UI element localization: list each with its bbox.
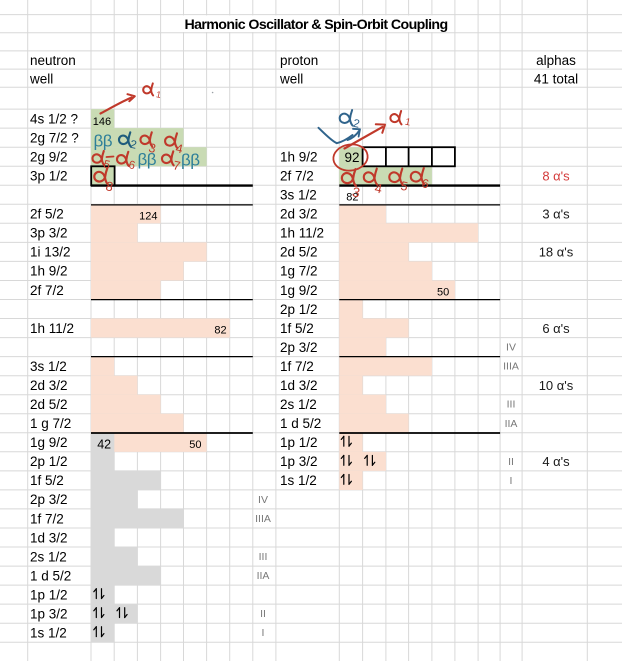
svg-text:1g 9/2: 1g 9/2 bbox=[280, 283, 318, 298]
svg-text:I: I bbox=[262, 627, 265, 639]
svg-text:2p 3/2: 2p 3/2 bbox=[30, 492, 68, 507]
svg-text:IIA: IIA bbox=[505, 418, 518, 430]
svg-text:1f 7/2: 1f 7/2 bbox=[30, 511, 64, 526]
svg-text:3p 3/2: 3p 3/2 bbox=[30, 226, 68, 241]
svg-text:1f 7/2: 1f 7/2 bbox=[280, 359, 314, 374]
svg-text:4 α's: 4 α's bbox=[542, 454, 570, 469]
svg-text:Harmonic Oscillator & Spin-Orb: Harmonic Oscillator & Spin-Orbit Couplin… bbox=[184, 17, 447, 33]
svg-text:alphas: alphas bbox=[536, 53, 576, 68]
svg-text:I: I bbox=[510, 475, 513, 487]
svg-text:2d 3/2: 2d 3/2 bbox=[280, 207, 318, 222]
svg-text:1f 5/2: 1f 5/2 bbox=[30, 473, 64, 488]
svg-text:41 total: 41 total bbox=[534, 71, 578, 86]
svg-text:2f 5/2: 2f 5/2 bbox=[30, 207, 64, 222]
svg-text:1: 1 bbox=[404, 117, 412, 129]
svg-text:1i 13/2: 1i 13/2 bbox=[30, 245, 71, 260]
svg-text:2p 3/2: 2p 3/2 bbox=[280, 340, 318, 355]
svg-text:1h 11/2: 1h 11/2 bbox=[30, 321, 74, 336]
svg-text:8: 8 bbox=[104, 178, 114, 194]
svg-text:1d 3/2: 1d 3/2 bbox=[280, 378, 318, 393]
svg-text:1 d 5/2: 1 d 5/2 bbox=[280, 416, 321, 431]
svg-text:1 d 5/2: 1 d 5/2 bbox=[30, 568, 71, 583]
svg-text:1h 11/2: 1h 11/2 bbox=[280, 226, 324, 241]
svg-text:2f 7/2: 2f 7/2 bbox=[30, 283, 64, 298]
svg-text:2g 9/2: 2g 9/2 bbox=[30, 150, 68, 165]
svg-text:III: III bbox=[507, 399, 516, 411]
svg-text:1h 9/2: 1h 9/2 bbox=[30, 264, 68, 279]
svg-text:2s 1/2: 2s 1/2 bbox=[280, 397, 317, 412]
svg-text:1p 1/2: 1p 1/2 bbox=[30, 587, 68, 602]
svg-text:IIA: IIA bbox=[257, 570, 270, 582]
svg-text:7: 7 bbox=[172, 158, 182, 173]
svg-text:4: 4 bbox=[373, 180, 383, 196]
svg-text:124: 124 bbox=[139, 210, 157, 222]
svg-text:2f 7/2: 2f 7/2 bbox=[280, 169, 314, 184]
svg-text:2p 1/2: 2p 1/2 bbox=[280, 302, 318, 317]
svg-text:3p 1/2: 3p 1/2 bbox=[30, 169, 68, 184]
svg-text:ββ: ββ bbox=[138, 150, 157, 169]
svg-text:8 α's: 8 α's bbox=[542, 169, 570, 184]
svg-text:well: well bbox=[279, 71, 303, 86]
svg-text:82: 82 bbox=[214, 325, 226, 337]
svg-text:50: 50 bbox=[189, 439, 201, 451]
svg-text:2d 3/2: 2d 3/2 bbox=[30, 378, 68, 393]
svg-text:10 α's: 10 α's bbox=[539, 378, 574, 393]
svg-text:18 α's: 18 α's bbox=[539, 245, 574, 260]
svg-text:neutron: neutron bbox=[30, 53, 76, 68]
svg-text:1f 5/2: 1f 5/2 bbox=[280, 321, 314, 336]
svg-text:1p 3/2: 1p 3/2 bbox=[280, 454, 318, 469]
svg-text:IIIA: IIIA bbox=[503, 361, 519, 373]
svg-text:6 α's: 6 α's bbox=[542, 321, 570, 336]
svg-text:II: II bbox=[260, 608, 266, 620]
svg-text:3: 3 bbox=[147, 141, 157, 156]
svg-text:IV: IV bbox=[258, 494, 268, 506]
svg-text:1g 7/2: 1g 7/2 bbox=[280, 264, 318, 279]
svg-text:50: 50 bbox=[437, 287, 449, 299]
svg-text:2g 7/2 ?: 2g 7/2 ? bbox=[30, 131, 79, 146]
svg-text:1p 1/2: 1p 1/2 bbox=[280, 435, 318, 450]
svg-text:3 α's: 3 α's bbox=[542, 207, 570, 222]
svg-text:3s 1/2: 3s 1/2 bbox=[280, 188, 317, 203]
svg-text:1h 9/2: 1h 9/2 bbox=[280, 150, 318, 165]
svg-text:2: 2 bbox=[129, 139, 138, 152]
svg-text:IV: IV bbox=[506, 342, 516, 354]
svg-text:4s 1/2 ?: 4s 1/2 ? bbox=[30, 111, 78, 126]
svg-text:1d 3/2: 1d 3/2 bbox=[30, 530, 68, 545]
svg-text:2d 5/2: 2d 5/2 bbox=[30, 397, 68, 412]
svg-text:1: 1 bbox=[155, 89, 162, 100]
svg-text:IIIA: IIIA bbox=[255, 513, 271, 525]
svg-text:III: III bbox=[259, 551, 268, 563]
svg-text:6: 6 bbox=[127, 159, 136, 172]
svg-text:ββ: ββ bbox=[94, 132, 113, 151]
svg-text:6: 6 bbox=[420, 176, 430, 191]
svg-text:2p 1/2: 2p 1/2 bbox=[30, 454, 68, 469]
svg-text:1s 1/2: 1s 1/2 bbox=[280, 473, 317, 488]
svg-text:92: 92 bbox=[344, 150, 359, 165]
svg-text:82: 82 bbox=[346, 191, 358, 203]
svg-text:proton: proton bbox=[280, 53, 318, 68]
svg-text:42: 42 bbox=[97, 437, 111, 451]
svg-text:1p 3/2: 1p 3/2 bbox=[30, 607, 68, 622]
svg-text:2s 1/2: 2s 1/2 bbox=[30, 549, 67, 564]
svg-text:1 g 7/2: 1 g 7/2 bbox=[30, 416, 71, 431]
svg-text:5: 5 bbox=[399, 179, 409, 194]
svg-text:3: 3 bbox=[351, 184, 361, 200]
svg-text:4: 4 bbox=[174, 141, 184, 156]
svg-text:3s 1/2: 3s 1/2 bbox=[30, 359, 67, 374]
svg-text:146: 146 bbox=[93, 116, 111, 128]
svg-text:II: II bbox=[508, 456, 514, 468]
svg-text:2: 2 bbox=[352, 118, 361, 131]
svg-text:well: well bbox=[29, 71, 53, 86]
svg-text:5: 5 bbox=[102, 159, 111, 172]
svg-text:1g 9/2: 1g 9/2 bbox=[30, 435, 68, 450]
svg-text:2d 5/2: 2d 5/2 bbox=[280, 245, 318, 260]
svg-text:1s 1/2: 1s 1/2 bbox=[30, 626, 67, 641]
svg-text:ββ: ββ bbox=[181, 151, 200, 170]
